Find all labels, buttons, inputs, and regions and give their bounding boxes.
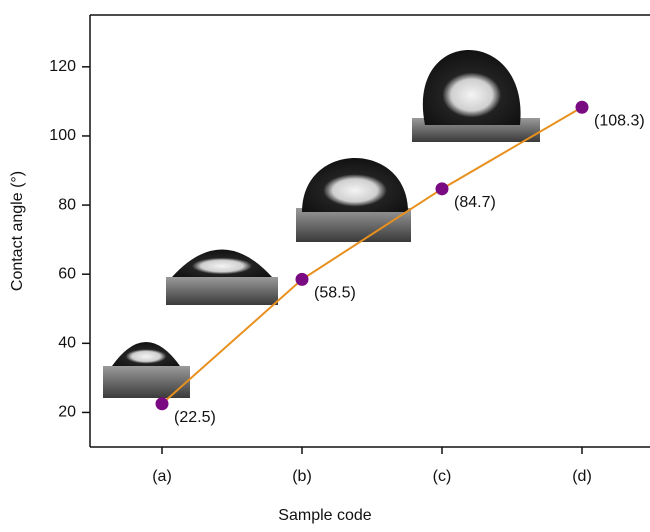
point	[156, 397, 169, 410]
x-tick-label: (b)	[292, 468, 312, 485]
y-axis-label: Contact angle (°)	[9, 171, 26, 291]
y-tick-label: 80	[58, 196, 76, 213]
y-tick-label: 60	[58, 265, 76, 282]
x-tick-label: (a)	[152, 468, 172, 485]
x-tick-label: (c)	[433, 468, 452, 485]
value-label: (22.5)	[174, 409, 216, 426]
chart: Sample code Contact angle (°) 20 40 60 80 10…	[0, 0, 650, 527]
droplet-image-b	[166, 250, 278, 306]
point	[436, 182, 449, 195]
page: {"chart_data": {"type": "line", "x_label…	[0, 0, 650, 532]
x-axis-label: Sample code	[278, 507, 371, 524]
value-label: (58.5)	[314, 285, 356, 302]
y-tick-label: 40	[58, 335, 76, 352]
value-label: (108.3)	[594, 112, 645, 129]
x-tick-label: (d)	[572, 468, 592, 485]
droplet-image-c	[296, 158, 411, 242]
y-tick-label: 20	[58, 404, 76, 421]
point	[576, 101, 589, 114]
y-tick-label: 120	[49, 58, 76, 75]
droplet-image-d	[412, 50, 540, 142]
value-label: (84.7)	[454, 194, 496, 211]
point	[296, 273, 309, 286]
y-tick-label: 100	[49, 127, 76, 144]
